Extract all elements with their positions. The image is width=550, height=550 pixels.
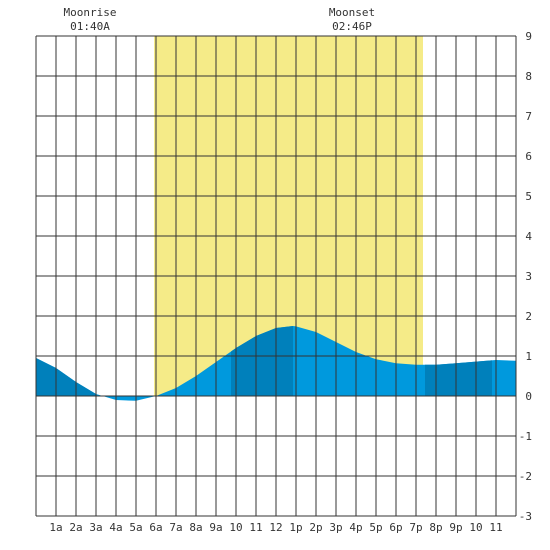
x-tick-label: 1a [49, 521, 62, 534]
x-tick-label: 4a [109, 521, 122, 534]
y-tick-label: -2 [519, 470, 532, 483]
y-tick-label: 4 [525, 230, 532, 243]
y-tick-label: 1 [525, 350, 532, 363]
y-tick-label: 0 [525, 390, 532, 403]
x-tick-label: 3p [329, 521, 342, 534]
y-tick-label: 2 [525, 310, 532, 323]
x-tick-label: 9p [449, 521, 462, 534]
x-tick-label: 8a [189, 521, 202, 534]
x-tick-label: 2p [309, 521, 322, 534]
x-tick-label: 7a [169, 521, 182, 534]
x-tick-labels: 1a 2a 3a 4a 5a 6a 7a 8a 9a 10 11 12 1p 2p 3p 4p 5p 6p 7p 8p… [49, 521, 502, 534]
y-tick-label: 7 [525, 110, 532, 123]
y-tick-label: 9 [525, 30, 532, 43]
x-tick-label: 3a [89, 521, 102, 534]
x-tick-label: 7p [409, 521, 422, 534]
x-tick-label: 10 [469, 521, 482, 534]
moonset-label: Moonset [329, 6, 375, 19]
x-tick-label: 4p [349, 521, 362, 534]
y-tick-labels: -3 -2 -1 0 1 2 3 4 5 6 7 8 9 [519, 30, 533, 523]
x-tick-label: 9a [209, 521, 222, 534]
x-tick-label: 5p [369, 521, 382, 534]
y-tick-label: 5 [525, 190, 532, 203]
x-tick-label: 5a [129, 521, 142, 534]
x-tick-label: 6a [149, 521, 162, 534]
y-tick-label: 8 [525, 70, 532, 83]
x-tick-label: 12 [269, 521, 282, 534]
y-tick-label: 6 [525, 150, 532, 163]
x-tick-label: 11 [489, 521, 502, 534]
y-tick-label: 3 [525, 270, 532, 283]
x-tick-label: 2a [69, 521, 82, 534]
y-tick-label: -1 [519, 430, 532, 443]
x-tick-label: 1p [289, 521, 302, 534]
grid-layer [35, 35, 517, 517]
moonrise-time: 01:40A [70, 20, 110, 33]
moonrise-label: Moonrise [64, 6, 117, 19]
x-tick-label: 10 [229, 521, 242, 534]
moonset-time: 02:46P [332, 20, 372, 33]
y-tick-label: -3 [519, 510, 532, 523]
x-tick-label: 6p [389, 521, 402, 534]
x-tick-label: 11 [249, 521, 262, 534]
x-tick-label: 8p [429, 521, 442, 534]
